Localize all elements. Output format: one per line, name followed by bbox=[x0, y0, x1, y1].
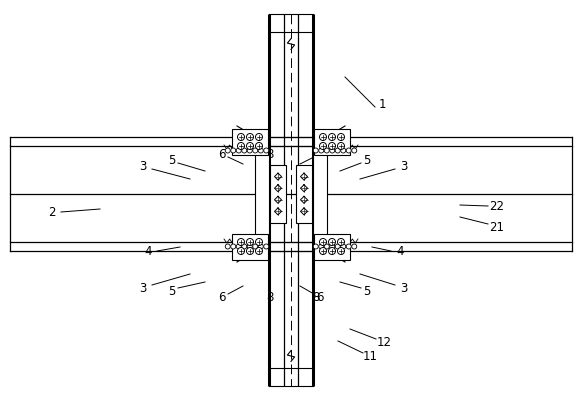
Text: 5: 5 bbox=[363, 285, 371, 298]
Circle shape bbox=[352, 244, 357, 249]
Circle shape bbox=[264, 244, 269, 249]
Circle shape bbox=[237, 143, 244, 150]
Circle shape bbox=[242, 149, 247, 154]
Text: 6: 6 bbox=[218, 291, 226, 304]
Circle shape bbox=[258, 149, 263, 154]
Circle shape bbox=[253, 149, 258, 154]
Bar bbox=[270, 166, 286, 223]
Text: 5: 5 bbox=[168, 154, 176, 167]
Circle shape bbox=[346, 244, 352, 249]
Text: 8: 8 bbox=[267, 148, 274, 161]
Circle shape bbox=[230, 244, 236, 249]
Bar bbox=[255, 134, 269, 255]
Circle shape bbox=[320, 134, 327, 141]
Text: 6: 6 bbox=[218, 148, 226, 161]
Text: 3: 3 bbox=[400, 282, 407, 295]
Circle shape bbox=[264, 149, 269, 154]
Circle shape bbox=[247, 244, 252, 249]
Circle shape bbox=[346, 149, 352, 154]
Bar bbox=[313, 134, 327, 255]
Circle shape bbox=[313, 244, 318, 249]
Circle shape bbox=[247, 239, 254, 246]
Text: 6: 6 bbox=[316, 291, 324, 304]
Circle shape bbox=[324, 244, 329, 249]
Text: 5: 5 bbox=[363, 154, 371, 167]
Circle shape bbox=[320, 248, 327, 255]
Circle shape bbox=[338, 248, 345, 255]
Text: 3: 3 bbox=[139, 282, 147, 295]
Circle shape bbox=[255, 134, 262, 141]
Circle shape bbox=[328, 248, 335, 255]
Text: 4: 4 bbox=[144, 245, 152, 258]
Circle shape bbox=[313, 149, 318, 154]
Circle shape bbox=[247, 248, 254, 255]
Bar bbox=[314, 129, 350, 155]
Circle shape bbox=[330, 149, 335, 154]
Circle shape bbox=[237, 134, 244, 141]
Circle shape bbox=[237, 248, 244, 255]
Circle shape bbox=[328, 134, 335, 141]
Circle shape bbox=[324, 149, 329, 154]
Circle shape bbox=[338, 239, 345, 246]
Text: 3: 3 bbox=[139, 160, 147, 173]
Circle shape bbox=[320, 239, 327, 246]
Text: 12: 12 bbox=[377, 336, 392, 348]
Text: 4: 4 bbox=[396, 245, 404, 258]
Text: 22: 22 bbox=[489, 200, 505, 213]
Circle shape bbox=[230, 149, 236, 154]
Circle shape bbox=[320, 143, 327, 150]
Circle shape bbox=[247, 143, 254, 150]
Circle shape bbox=[338, 143, 345, 150]
Circle shape bbox=[258, 244, 263, 249]
Circle shape bbox=[335, 244, 340, 249]
Circle shape bbox=[328, 143, 335, 150]
Circle shape bbox=[247, 134, 254, 141]
Circle shape bbox=[225, 244, 230, 249]
Circle shape bbox=[319, 244, 324, 249]
Circle shape bbox=[338, 134, 345, 141]
Circle shape bbox=[255, 143, 262, 150]
Circle shape bbox=[247, 149, 252, 154]
Bar bbox=[232, 234, 268, 260]
Bar bbox=[232, 129, 268, 155]
Circle shape bbox=[242, 244, 247, 249]
Text: 8: 8 bbox=[313, 291, 320, 304]
Text: 11: 11 bbox=[363, 350, 378, 363]
Circle shape bbox=[330, 244, 335, 249]
Text: 8: 8 bbox=[267, 291, 274, 304]
Text: 21: 21 bbox=[489, 221, 505, 234]
Circle shape bbox=[319, 149, 324, 154]
Circle shape bbox=[253, 244, 258, 249]
Text: 3: 3 bbox=[400, 160, 407, 173]
Text: 6: 6 bbox=[316, 148, 324, 161]
Circle shape bbox=[236, 244, 242, 249]
Circle shape bbox=[335, 149, 340, 154]
Text: 5: 5 bbox=[168, 285, 176, 298]
Bar bbox=[296, 166, 312, 223]
Circle shape bbox=[352, 149, 357, 154]
Circle shape bbox=[236, 149, 242, 154]
Circle shape bbox=[255, 239, 262, 246]
Text: 1: 1 bbox=[378, 98, 386, 111]
Circle shape bbox=[237, 239, 244, 246]
Circle shape bbox=[328, 239, 335, 246]
Text: 8: 8 bbox=[313, 148, 320, 161]
Bar bbox=[314, 234, 350, 260]
Text: 2: 2 bbox=[48, 206, 56, 219]
Circle shape bbox=[255, 248, 262, 255]
Circle shape bbox=[340, 244, 346, 249]
Circle shape bbox=[225, 149, 230, 154]
Circle shape bbox=[340, 149, 346, 154]
